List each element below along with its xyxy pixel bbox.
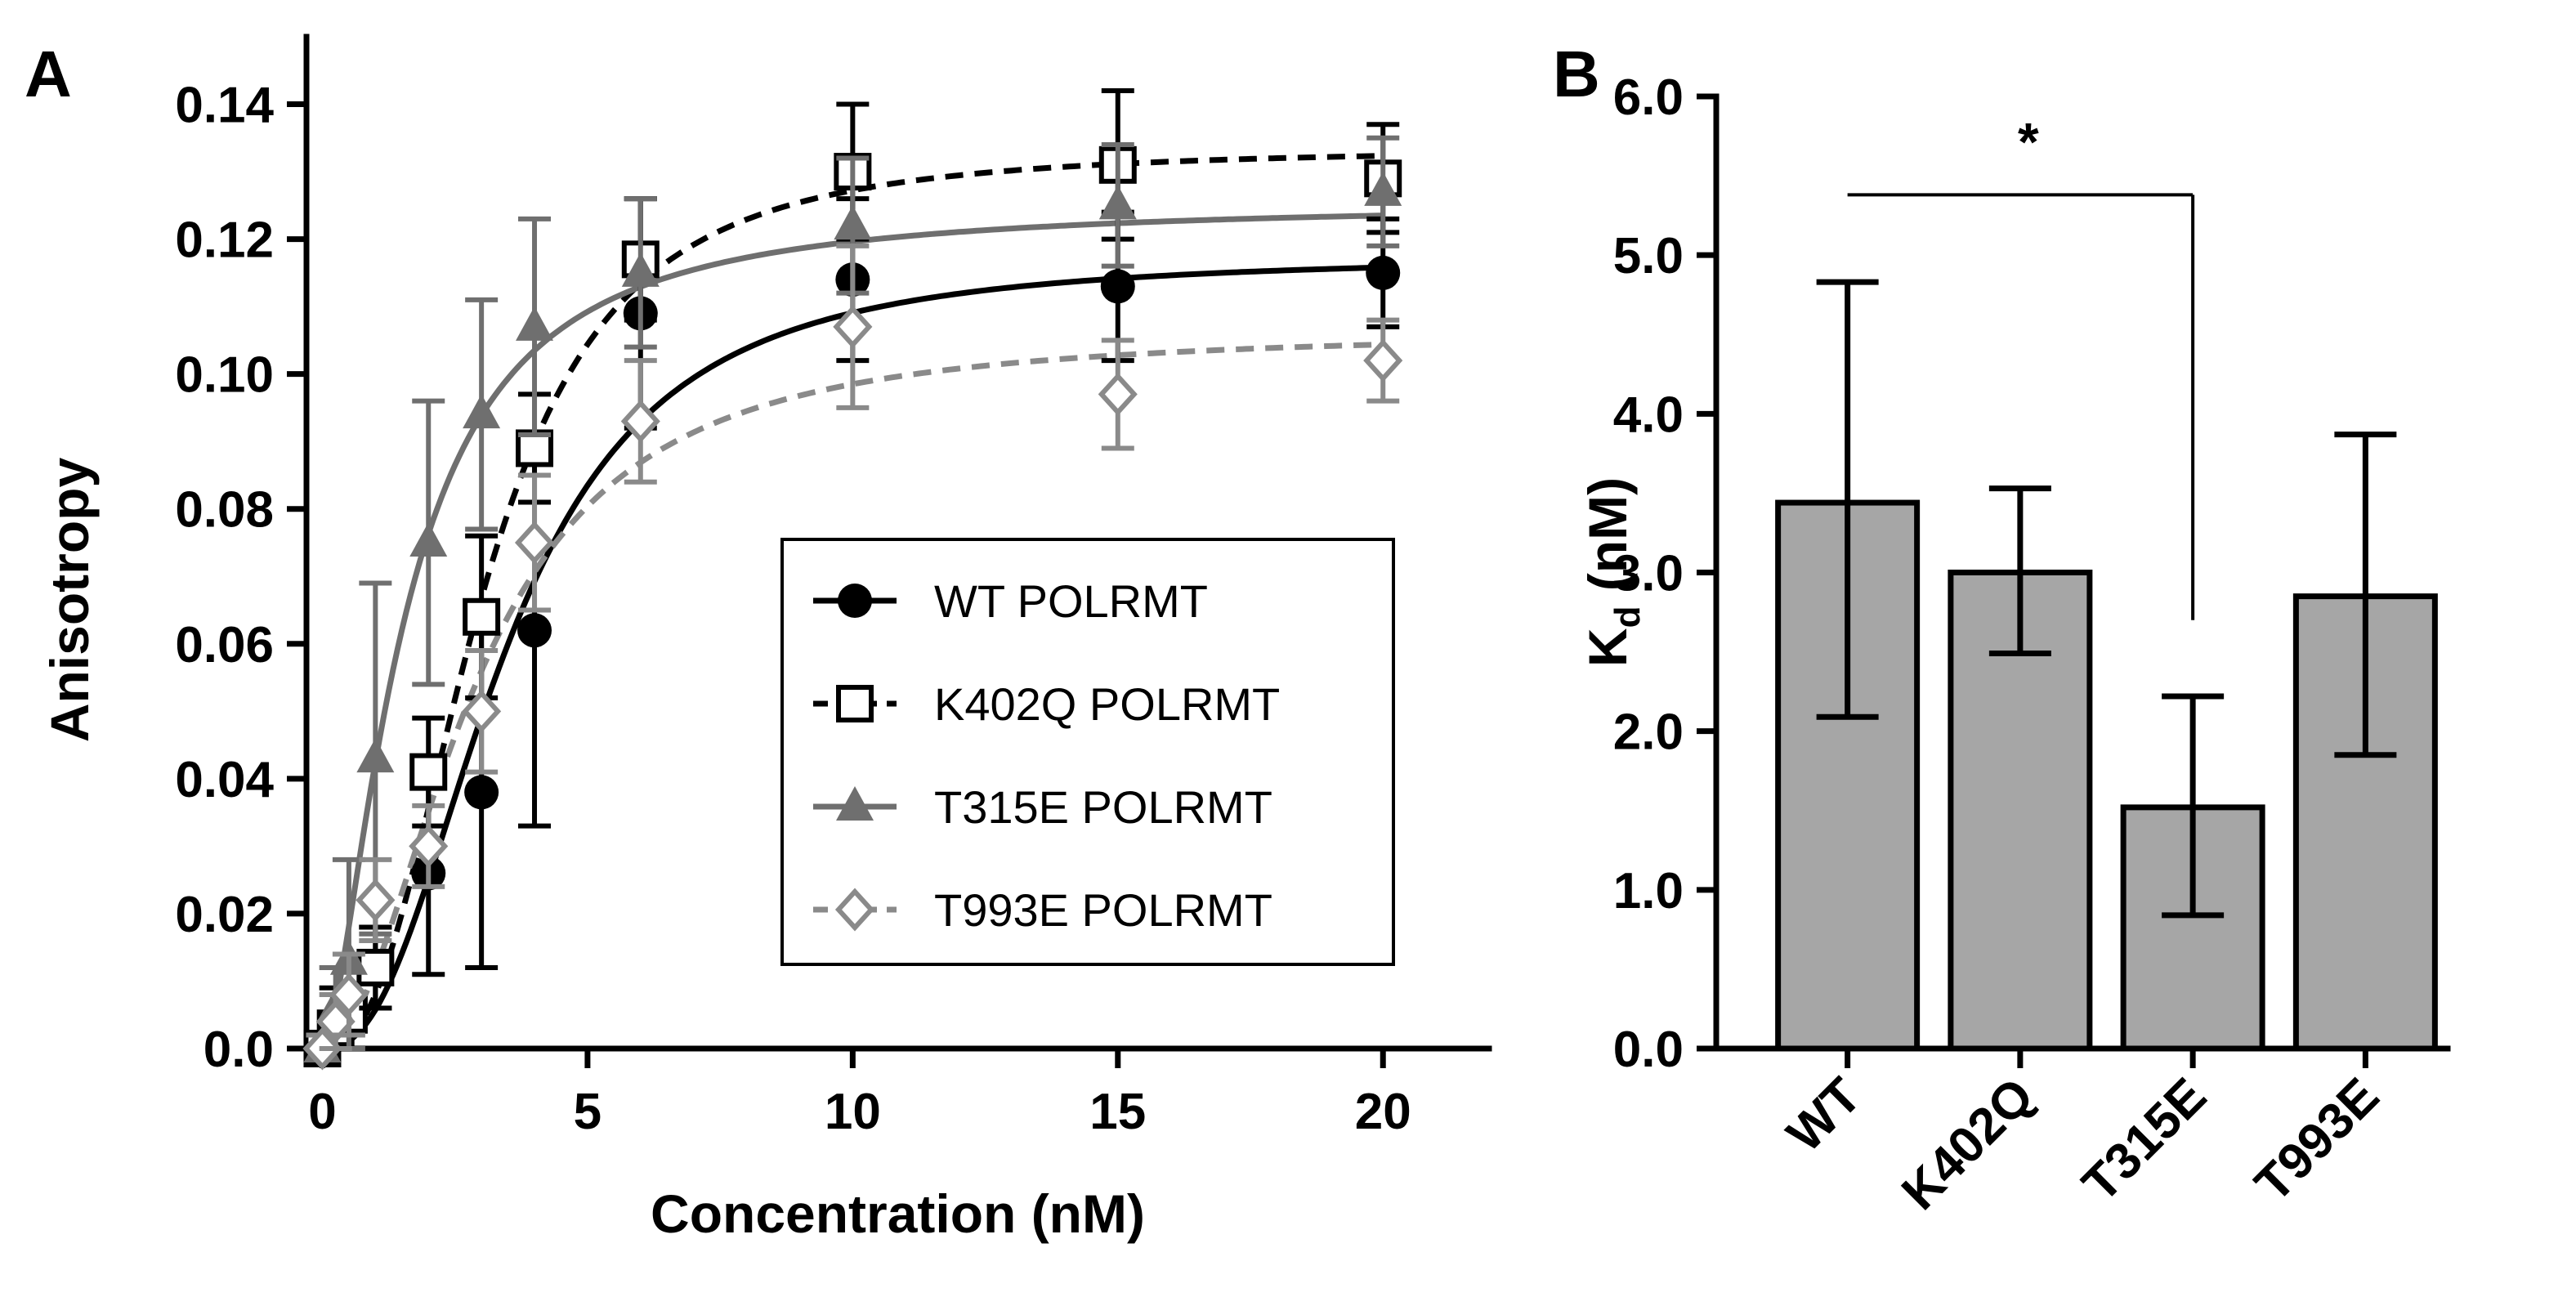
data-point xyxy=(620,399,660,443)
x-tick-label: 20 xyxy=(1355,1084,1411,1140)
legend-marker xyxy=(834,888,875,932)
y-tick-label: 0.14 xyxy=(175,78,274,134)
legend-marker xyxy=(836,685,874,722)
legend-box xyxy=(780,538,1395,966)
x-axis-title: Concentration (nM) xyxy=(651,1183,1145,1244)
x-tick-label: 10 xyxy=(825,1084,881,1140)
y-tick-label: 0.08 xyxy=(175,482,274,539)
legend-label: K402Q POLRMT xyxy=(934,678,1280,730)
x-tick-label: 0 xyxy=(308,1084,336,1140)
data-point xyxy=(517,613,552,648)
y-tick-label: 0.04 xyxy=(175,752,274,808)
significance-star: * xyxy=(2018,111,2039,172)
y-tick-label: 0.10 xyxy=(175,347,274,404)
data-point xyxy=(464,775,499,810)
data-point xyxy=(356,738,395,773)
data-point xyxy=(409,824,449,868)
data-point xyxy=(621,252,660,287)
y-axis-title: Anisotropy xyxy=(39,458,100,743)
data-point xyxy=(1366,255,1401,290)
panel-a-plot: 0.0 0.02 0.04 0.06 0.08 0.10 0.12 0.14 0 5 10 15 20 C… xyxy=(39,34,1492,1244)
y-tick-label: 0.06 xyxy=(175,617,274,673)
data-point xyxy=(463,394,501,429)
x-tick-label: WT xyxy=(1777,1067,1872,1163)
data-point xyxy=(409,753,448,791)
y-tick-label: 6.0 xyxy=(1613,69,1684,126)
data-point xyxy=(1098,185,1137,220)
y-tick-label: 1.0 xyxy=(1613,863,1684,919)
data-point xyxy=(1364,171,1402,206)
legend-label: WT POLRMT xyxy=(934,575,1208,627)
data-point xyxy=(1363,338,1403,382)
data-point xyxy=(463,597,501,636)
x-tick-label: T315E xyxy=(2072,1067,2217,1213)
data-point xyxy=(833,305,873,349)
y-tick-label: 0.0 xyxy=(1613,1022,1684,1078)
x-tick-label: T993E xyxy=(2244,1067,2390,1213)
data-point xyxy=(1100,269,1135,304)
y-tick-label: 3.0 xyxy=(1613,546,1684,602)
y-tick-label: 0.0 xyxy=(203,1022,274,1078)
data-point xyxy=(514,521,555,565)
x-tick-label: K402Q xyxy=(1891,1067,2045,1221)
data-point xyxy=(516,306,554,341)
legend-label: T315E POLRMT xyxy=(934,781,1272,833)
data-point xyxy=(834,205,872,240)
x-tick-label: 15 xyxy=(1089,1084,1146,1140)
data-point xyxy=(356,878,396,922)
data-point xyxy=(462,689,502,733)
data-point xyxy=(329,973,369,1017)
y-tick-label: 4.0 xyxy=(1613,387,1684,443)
panel-b-plot: 0.0 1.0 2.0 3.0 4.0 5.0 6.0 Kd (nM) WT K402Q T315E… xyxy=(1577,69,2451,1221)
y-tick-label: 0.12 xyxy=(175,212,274,269)
legend-marker xyxy=(838,584,872,618)
legend-marker xyxy=(836,786,874,821)
x-tick-label: 5 xyxy=(574,1084,602,1140)
data-point xyxy=(356,948,395,986)
legend-label: T993E POLRMT xyxy=(934,884,1272,936)
y-tick-label: 5.0 xyxy=(1613,228,1684,284)
data-point xyxy=(409,522,448,557)
panel-a-label: A xyxy=(25,38,72,110)
data-point xyxy=(1098,372,1138,416)
y-tick-label: 0.02 xyxy=(175,887,274,943)
y-axis-title: Kd (nM) xyxy=(1577,477,1648,667)
y-tick-label: 2.0 xyxy=(1613,704,1684,761)
panel-b-label: B xyxy=(1553,38,1600,110)
